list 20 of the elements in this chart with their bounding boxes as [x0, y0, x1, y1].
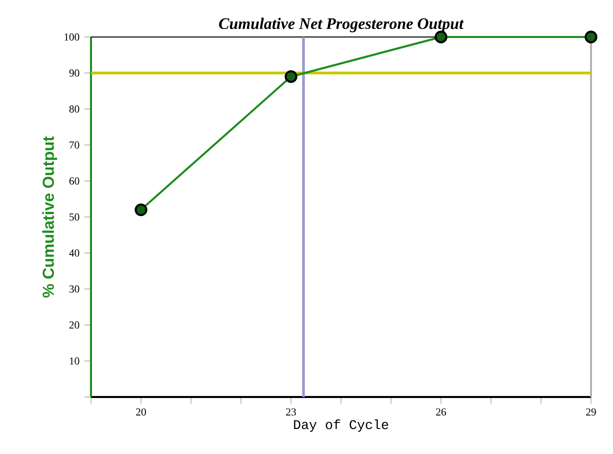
x-tick-label: 26	[436, 408, 446, 416]
chart-title: Cumulative Net Progesterone Output	[219, 18, 464, 32]
y-tick-label: 20	[69, 321, 80, 329]
point	[284, 70, 298, 83]
y-tick-label: 10	[70, 357, 80, 365]
y-tick-label: 30	[69, 285, 80, 293]
y-axis-title: % Cumulative Output	[42, 136, 58, 298]
point	[584, 30, 598, 44]
x-tick-label: 20	[136, 408, 146, 416]
point	[134, 203, 148, 216]
y-tick-label: 70	[70, 141, 80, 149]
y-tick-label: 50	[70, 213, 80, 221]
x-tick-label: 29	[586, 408, 596, 416]
y-tick-label: 60	[69, 177, 80, 185]
y-tick-label: 100	[64, 33, 80, 41]
x-tick-label: 23	[286, 408, 296, 416]
y-tick-label: 40	[69, 249, 80, 257]
x-axis-title: Day of Cycle	[294, 419, 388, 432]
y-tick-label: 80	[69, 105, 80, 113]
y-tick-label: 90	[69, 69, 80, 77]
